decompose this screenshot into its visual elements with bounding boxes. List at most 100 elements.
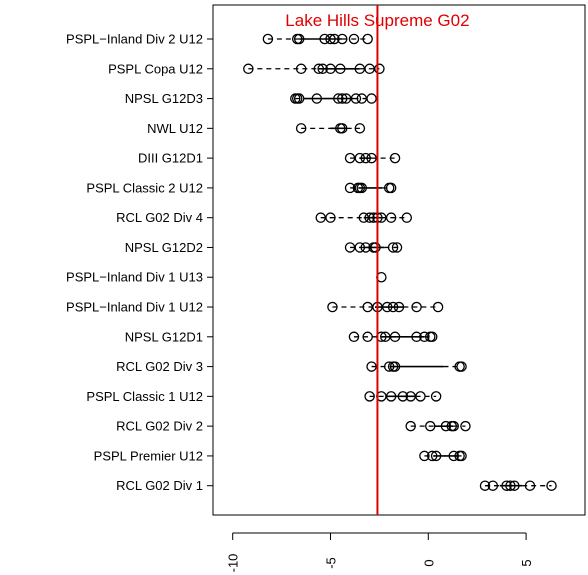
category-label: PSPL−Inland Div 2 U12 [66, 32, 203, 47]
data-point [336, 123, 348, 134]
category-label: PSPL Classic 1 U12 [86, 389, 203, 404]
data-point [374, 63, 385, 75]
data-point [411, 301, 422, 313]
data-point [293, 93, 305, 104]
data-point [262, 33, 274, 45]
data-point [456, 361, 467, 372]
data-point [336, 93, 348, 104]
data-point [362, 331, 373, 343]
category-label: RCL G02 Div 2 [116, 419, 203, 434]
data-point [360, 152, 371, 164]
data-point [426, 450, 438, 462]
dot-row [344, 152, 401, 164]
data-point [509, 480, 520, 491]
category-label: NPSL G12D3 [125, 91, 203, 106]
dot-row [295, 123, 366, 134]
data-point [325, 212, 336, 223]
data-point [419, 331, 430, 343]
data-point [448, 450, 459, 462]
data-point [364, 212, 375, 223]
data-point [479, 480, 491, 491]
data-point [432, 301, 444, 313]
category-label: PSPL Classic 2 U12 [86, 180, 203, 195]
data-point [362, 33, 373, 45]
dot-row [419, 450, 467, 462]
dot-row [327, 301, 444, 313]
data-point [419, 450, 430, 462]
x-tick-label: 0 [421, 559, 436, 566]
data-point [460, 420, 471, 432]
plot-layer [243, 33, 557, 491]
x-axis: -10 -5 0 5 [226, 532, 534, 573]
data-point [366, 361, 377, 372]
data-point [405, 420, 416, 432]
x-tick-label: -10 [226, 554, 241, 573]
dot-row [262, 33, 373, 45]
data-point [389, 361, 401, 372]
category-label: NWL U12 [147, 121, 203, 136]
dot-row [364, 391, 442, 402]
x-tick-label: -5 [324, 557, 339, 569]
data-point [366, 93, 377, 104]
data-point [293, 33, 305, 45]
dot-row [479, 480, 557, 491]
data-point [391, 242, 403, 253]
data-point [354, 123, 366, 134]
data-point [546, 480, 557, 491]
category-label: RCL G02 Div 4 [116, 210, 203, 225]
data-point [383, 361, 395, 372]
reference-line-label: Lake Hills Supreme G02 [285, 11, 469, 30]
data-point [397, 391, 409, 402]
dot-row [366, 361, 467, 372]
dot-row [405, 420, 471, 432]
data-point [243, 63, 254, 75]
category-label: DIII G12D1 [138, 151, 203, 166]
x-tick-label: 5 [519, 559, 534, 566]
data-point [425, 420, 436, 432]
data-point [385, 182, 397, 194]
data-point [411, 331, 422, 343]
data-point [295, 63, 307, 75]
plot-frame [212, 4, 586, 516]
category-label: PSPL−Inland Div 1 U13 [66, 270, 203, 285]
data-point [295, 123, 307, 134]
dot-row [243, 63, 385, 75]
data-point [505, 480, 516, 491]
data-point [401, 212, 413, 223]
data-point [354, 242, 366, 253]
dot-row [290, 93, 377, 104]
data-point [350, 93, 362, 104]
data-point [313, 63, 325, 75]
category-label: PSPL Premier U12 [94, 448, 203, 463]
data-point [430, 391, 442, 402]
dot-row [348, 331, 438, 343]
category-label: PSPL−Inland Div 1 U12 [66, 300, 203, 315]
data-point [430, 450, 442, 462]
data-point [333, 93, 344, 104]
data-point [501, 480, 512, 491]
data-point [426, 331, 438, 343]
data-point [448, 420, 459, 432]
data-point [335, 63, 346, 75]
dot-row [344, 242, 403, 253]
category-label: NPSL G12D1 [125, 329, 203, 344]
data-point [381, 301, 393, 313]
category-labels: PSPL−Inland Div 2 U12 PSPL Copa U12 NPSL G… [66, 32, 213, 493]
data-point [348, 331, 360, 343]
data-point [364, 391, 375, 402]
data-point [354, 152, 366, 164]
category-label: RCL G02 Div 3 [116, 359, 203, 374]
data-point [366, 152, 377, 164]
data-point [325, 33, 336, 45]
data-point [393, 301, 405, 313]
data-point [336, 33, 348, 45]
dot-row [344, 182, 397, 194]
data-point [348, 33, 360, 45]
data-point [317, 63, 328, 75]
category-label: NPSL G12D2 [125, 240, 203, 255]
dot-row [315, 212, 413, 223]
data-point [385, 391, 397, 402]
data-point [311, 93, 323, 104]
data-point [415, 391, 426, 402]
data-point [389, 152, 401, 164]
